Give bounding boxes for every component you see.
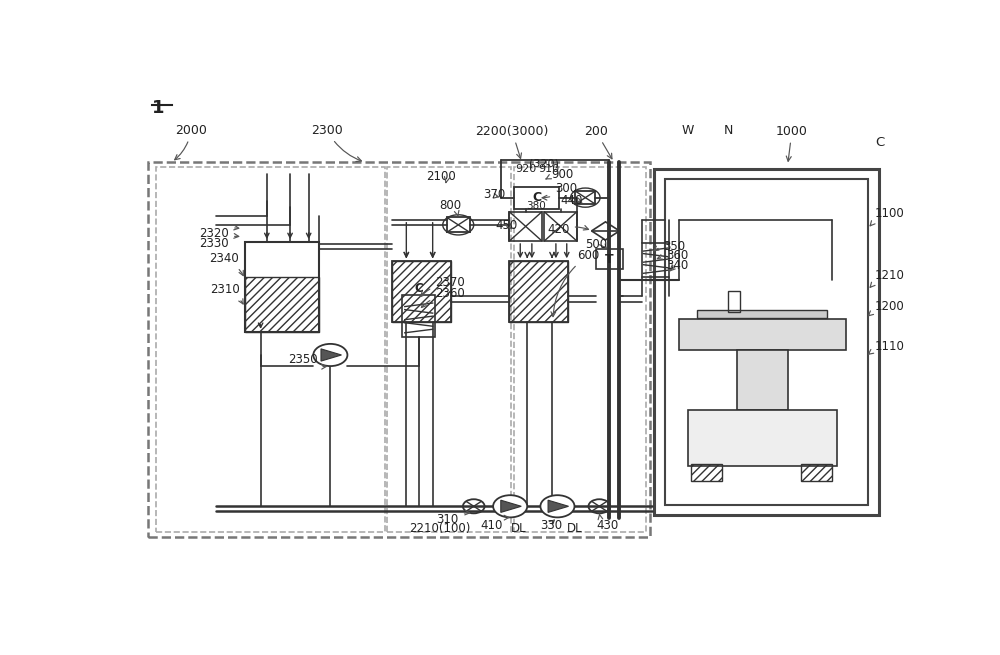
Text: C: C xyxy=(414,282,423,295)
Bar xyxy=(392,261,450,322)
Text: 310: 310 xyxy=(437,510,470,526)
Text: 2310: 2310 xyxy=(210,283,243,304)
Text: 370: 370 xyxy=(483,188,505,201)
Text: (320): (320) xyxy=(529,159,559,169)
Text: N: N xyxy=(723,124,733,136)
Bar xyxy=(596,249,623,269)
Text: DL: DL xyxy=(511,523,527,536)
Bar xyxy=(156,168,385,531)
Bar xyxy=(728,291,740,312)
Text: 920: 920 xyxy=(515,164,536,174)
Text: 330: 330 xyxy=(540,519,563,533)
Text: 2210(100): 2210(100) xyxy=(409,523,470,536)
Bar xyxy=(402,295,435,337)
Circle shape xyxy=(493,495,527,517)
Text: 2320: 2320 xyxy=(199,225,239,240)
Bar xyxy=(245,277,319,332)
Text: 600: 600 xyxy=(551,249,600,316)
Text: 440: 440 xyxy=(561,194,583,207)
Text: 910: 910 xyxy=(538,164,559,174)
Text: 410: 410 xyxy=(480,515,509,533)
Text: C: C xyxy=(875,136,884,149)
Text: 2330: 2330 xyxy=(199,234,239,250)
Bar xyxy=(447,217,470,233)
Bar xyxy=(514,187,559,209)
Text: 450: 450 xyxy=(495,219,518,233)
Circle shape xyxy=(313,344,347,366)
Bar xyxy=(509,261,568,322)
Text: 2100: 2100 xyxy=(426,170,455,183)
Polygon shape xyxy=(548,500,569,512)
Text: 300: 300 xyxy=(542,182,577,200)
Bar xyxy=(665,179,868,505)
Bar xyxy=(688,411,837,466)
Text: 2300: 2300 xyxy=(311,124,361,162)
Text: 2370: 2370 xyxy=(421,276,465,297)
Text: 420: 420 xyxy=(547,223,589,236)
Bar xyxy=(509,261,568,322)
Bar xyxy=(392,261,450,322)
Bar xyxy=(801,464,832,481)
Text: 350: 350 xyxy=(654,240,686,253)
Polygon shape xyxy=(321,349,341,361)
Text: 900: 900 xyxy=(546,168,574,181)
Text: 1210: 1210 xyxy=(870,269,904,288)
Text: 380: 380 xyxy=(526,200,545,211)
Text: 360: 360 xyxy=(657,249,688,261)
Bar xyxy=(679,319,846,350)
Text: 2360: 2360 xyxy=(421,287,465,308)
Bar xyxy=(575,191,595,204)
Text: 2340: 2340 xyxy=(209,252,243,276)
Bar xyxy=(544,212,577,241)
Bar xyxy=(387,168,511,531)
Text: 340: 340 xyxy=(666,259,688,272)
Circle shape xyxy=(540,495,574,517)
Text: 1200: 1200 xyxy=(868,300,904,316)
Text: 200: 200 xyxy=(584,124,612,159)
Bar xyxy=(514,168,646,531)
Text: 430: 430 xyxy=(596,514,618,533)
Text: C: C xyxy=(532,191,541,204)
Text: DL: DL xyxy=(567,523,582,536)
Bar xyxy=(691,464,722,481)
Text: 1100: 1100 xyxy=(870,207,904,226)
Text: 2000: 2000 xyxy=(175,124,207,160)
Text: 1110: 1110 xyxy=(868,341,904,354)
Text: W: W xyxy=(681,124,694,136)
Text: 2200(3000): 2200(3000) xyxy=(475,124,549,159)
Bar xyxy=(148,162,650,536)
Bar xyxy=(245,242,319,332)
Bar xyxy=(737,350,788,411)
Text: 1: 1 xyxy=(152,99,165,117)
Text: 1000: 1000 xyxy=(776,124,808,161)
Text: 500: 500 xyxy=(585,238,607,250)
Bar xyxy=(697,310,827,318)
Bar xyxy=(654,170,879,515)
Text: T: T xyxy=(605,253,614,266)
Bar xyxy=(642,242,669,277)
Bar xyxy=(509,212,542,241)
Polygon shape xyxy=(501,500,521,512)
Text: 2350: 2350 xyxy=(288,352,326,369)
Text: 800: 800 xyxy=(439,199,461,215)
